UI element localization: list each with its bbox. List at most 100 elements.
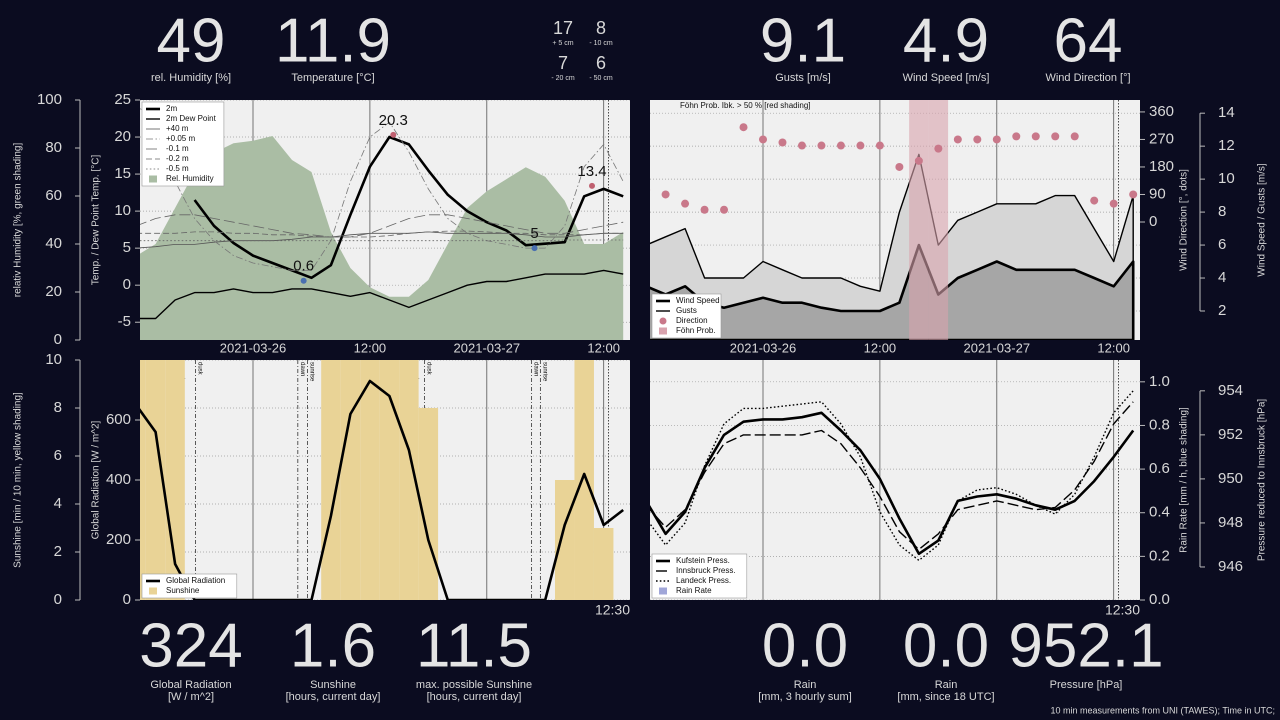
plot: sunsetduskdawnsunrisesunsetduskdawnsunri… xyxy=(140,360,630,600)
legend-label: +0.05 m xyxy=(166,134,195,143)
y-tick-label: 0 xyxy=(123,591,131,608)
legend-label: Gusts xyxy=(676,306,697,315)
soil-label: - 50 cm xyxy=(589,75,613,82)
legend-label: 2m xyxy=(166,104,177,113)
now-label: 12:30 xyxy=(595,602,630,618)
y-tick-label: 60 xyxy=(45,187,62,204)
readout-value: 324 xyxy=(139,611,242,680)
y-tick-label: 10 xyxy=(114,202,131,219)
footnote: 10 min measurements from UNI (TAWES); Ti… xyxy=(1050,705,1275,715)
y-tick-label: 270 xyxy=(1149,130,1174,147)
legend-label: +40 m xyxy=(166,124,189,133)
dot xyxy=(875,141,884,150)
shade xyxy=(928,100,949,340)
shade xyxy=(909,100,929,340)
y-tick-label: 0.6 xyxy=(1149,460,1170,477)
y-tick-label: 8 xyxy=(1218,203,1226,220)
y-tick-label: 0 xyxy=(1149,213,1157,230)
y-tick-label: 100 xyxy=(37,91,62,108)
y-tick-label: 2 xyxy=(54,543,62,560)
legend-swatch xyxy=(659,587,667,595)
dot xyxy=(1031,132,1040,141)
bar xyxy=(145,360,166,600)
y-tick-label: 1.0 xyxy=(1149,373,1170,390)
line xyxy=(650,401,1134,551)
y-tick-label: 14 xyxy=(1218,104,1235,121)
dot xyxy=(700,205,709,214)
readout-label: max. possible Sunshine xyxy=(416,679,532,691)
event-label: dusk xyxy=(197,362,203,376)
y-tick-label: 40 xyxy=(45,235,62,252)
soil-value: 6 xyxy=(596,53,606,73)
bar xyxy=(360,360,380,600)
event-label: sunrise xyxy=(541,362,547,382)
readout-value: 0.0 xyxy=(762,611,848,680)
readout-value: 0.0 xyxy=(903,611,989,680)
soil-value: 8 xyxy=(596,18,606,38)
y-tick-label: 20 xyxy=(114,128,131,145)
annotation-dot xyxy=(390,131,397,138)
dot xyxy=(992,135,1001,144)
y-tick-label: 946 xyxy=(1218,558,1243,575)
y-tick-label: 2 xyxy=(1218,302,1226,319)
x-tick-label: 2021-03-27 xyxy=(454,340,521,355)
annotation-dot xyxy=(531,245,538,252)
readout-value: 11.9 xyxy=(275,6,391,75)
x-tick-label: 12:00 xyxy=(1097,340,1130,355)
y-tick-label: 6 xyxy=(1218,236,1226,253)
readout-value: 4.9 xyxy=(903,6,989,75)
legend-label: Global Radiation xyxy=(166,576,225,585)
dot xyxy=(1090,196,1099,205)
soil-label: + 5 cm xyxy=(552,40,573,47)
readout-label: Sunshine xyxy=(310,679,356,691)
bar xyxy=(554,480,575,600)
readout-label: Wind Direction [°] xyxy=(1045,72,1130,84)
line xyxy=(650,411,1135,556)
readout-label: [W / m^2] xyxy=(168,691,214,703)
legend-swatch xyxy=(149,587,157,595)
y-tick-label: 90 xyxy=(1149,185,1166,202)
dot xyxy=(1070,132,1079,141)
axis-title: Sunshine [min / 10 min, yellow shading] xyxy=(13,392,24,568)
line xyxy=(140,269,624,320)
y-tick-label: 0.8 xyxy=(1149,416,1170,433)
dot xyxy=(1109,199,1118,208)
y-tick-label: 25 xyxy=(114,91,131,108)
y-tick-label: 4 xyxy=(1218,269,1226,286)
y-tick-label: 952 xyxy=(1218,426,1243,443)
readout-label: [hours, current day] xyxy=(427,691,522,703)
dot xyxy=(914,156,923,165)
plot: 0.6 20.3 5 13.4 xyxy=(140,100,630,340)
x-tick-label: 2021-03-26 xyxy=(220,340,287,355)
y-tick-label: 15 xyxy=(114,165,131,182)
legend-label: -0.1 m xyxy=(166,144,189,153)
dot xyxy=(856,141,865,150)
dot xyxy=(895,162,904,171)
readout-label: Global Radiation xyxy=(150,679,231,691)
annotation-text: Föhn Prob. Ibk. > 50 % [red shading] xyxy=(680,101,811,110)
y-tick-label: -5 xyxy=(118,313,131,330)
y-tick-label: 954 xyxy=(1218,382,1243,399)
y-tick-label: 0.0 xyxy=(1149,591,1170,608)
axis-title: Wind Speed / Gusts [m/s] xyxy=(1257,163,1268,277)
annotation-dot xyxy=(589,182,596,189)
bar xyxy=(165,360,185,600)
soil-label: - 20 cm xyxy=(551,75,575,82)
x-tick-label: 2021-03-26 xyxy=(730,340,797,355)
legend-label: Wind Speed xyxy=(676,296,720,305)
plot: Föhn Prob. Ibk. > 50 % [red shading] xyxy=(650,100,1140,340)
legend-swatch xyxy=(149,175,157,183)
legend-label: Rain Rate xyxy=(676,586,712,595)
y-tick-label: 4 xyxy=(54,495,62,512)
dot xyxy=(681,199,690,208)
event-label: dawn xyxy=(533,362,539,376)
y-tick-label: 360 xyxy=(1149,103,1174,120)
readout-value: 1.6 xyxy=(290,611,376,680)
axis-title: Temp. / Dew Point Temp. [°C] xyxy=(91,155,102,286)
readout-label: Wind Speed [m/s] xyxy=(903,72,990,84)
line xyxy=(140,379,624,600)
dot xyxy=(817,141,826,150)
y-tick-label: 600 xyxy=(106,411,131,428)
x-tick-label: 12:00 xyxy=(354,340,387,355)
